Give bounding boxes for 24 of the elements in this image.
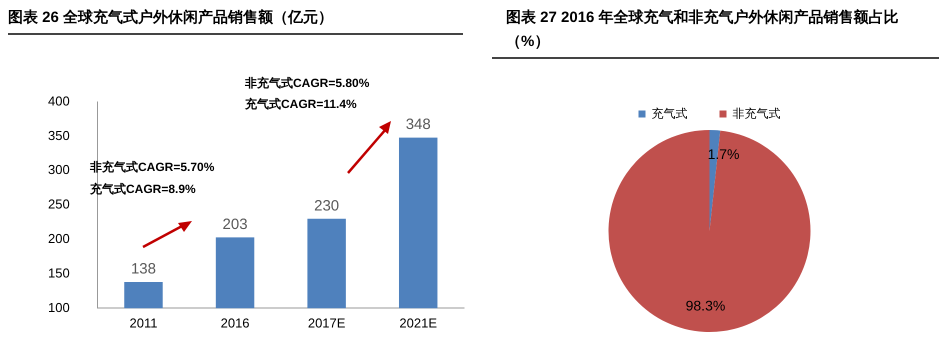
x-tick-label: 2021E bbox=[399, 316, 438, 331]
text: 非充气式CAGR=5.80% bbox=[245, 75, 370, 92]
x-tick-label: 2016 bbox=[220, 316, 250, 331]
legend-label: 充气式 bbox=[652, 106, 688, 120]
annotation: 充气式CAGR=11.4% bbox=[245, 96, 357, 113]
annotation: 非充气式CAGR=5.70% bbox=[90, 159, 214, 176]
y-tick-label: 350 bbox=[48, 128, 70, 143]
y-tick-label: 100 bbox=[48, 300, 70, 315]
y-tick-label: 400 bbox=[48, 93, 70, 108]
x-tick-label: 2017E bbox=[308, 316, 346, 331]
chart-title: 图表 26 全球充气式户外休闲产品销售额（亿元） bbox=[8, 6, 463, 35]
y-tick-label: 200 bbox=[48, 230, 70, 246]
x-tick-label: 2011 bbox=[129, 316, 158, 331]
chart-title: 图表 27 2016 年全球充气和非充气户外休闲产品销售额占比（%） bbox=[492, 6, 939, 59]
annotation: 充气式CAGR=8.9% bbox=[90, 181, 196, 198]
y-tick-label: 150 bbox=[48, 265, 70, 280]
data-label: 98.3% bbox=[686, 298, 726, 314]
data-label: 348 bbox=[406, 116, 431, 134]
y-tick-label: 300 bbox=[48, 162, 70, 178]
data-label: 138 bbox=[130, 260, 156, 278]
data-label: 203 bbox=[222, 216, 248, 233]
y-tick-label: 250 bbox=[48, 196, 70, 212]
data-label: 230 bbox=[314, 197, 340, 214]
legend-label: 非充气式 bbox=[732, 106, 780, 120]
